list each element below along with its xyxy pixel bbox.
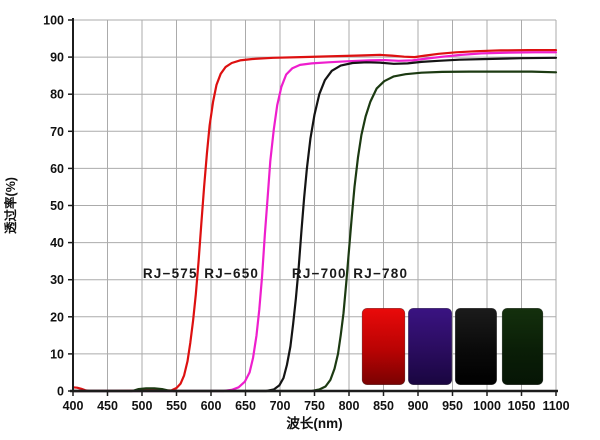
axes — [68, 18, 558, 396]
y-tick-label: 0 — [57, 385, 64, 399]
curve-labels: RJ−575 RJ−650 RJ−700 RJ−780 — [143, 266, 408, 281]
filter-swatch-RJ-575-filter-sample — [361, 307, 406, 385]
gridlines — [73, 19, 557, 391]
x-tick-label: 950 — [442, 399, 463, 413]
curve-label-RJ-575: RJ−575 — [143, 266, 198, 281]
x-tick-label: 600 — [201, 399, 222, 413]
y-tick-label: 10 — [50, 347, 64, 361]
y-tick-label: 50 — [50, 199, 64, 213]
y-axis-title: 透过率(%) — [3, 177, 18, 234]
y-tick-label: 30 — [50, 273, 64, 287]
y-tick-label: 80 — [50, 88, 64, 102]
x-tick-label: 800 — [339, 399, 360, 413]
x-tick-label: 450 — [97, 399, 118, 413]
filter-swatches — [361, 307, 544, 385]
x-tick-label: 900 — [408, 399, 429, 413]
x-tick-label: 1000 — [473, 399, 501, 413]
x-tick-label: 550 — [166, 399, 187, 413]
x-tick-labels: 400 450 500 550 600 650 700 750 800 850 900 950 1000… — [63, 399, 570, 413]
y-tick-label: 100 — [43, 14, 64, 28]
y-tick-label: 40 — [50, 236, 64, 250]
x-tick-label: 700 — [270, 399, 291, 413]
y-tick-label: 60 — [50, 162, 64, 176]
x-tick-label: 500 — [132, 399, 153, 413]
curve-label-RJ-780: RJ−780 — [353, 266, 408, 281]
y-tick-label: 90 — [50, 51, 64, 65]
x-tick-label: 1050 — [508, 399, 536, 413]
x-tick-label: 400 — [63, 399, 84, 413]
x-tick-label: 750 — [304, 399, 325, 413]
y-tick-label: 20 — [50, 310, 64, 324]
curve-RJ-700 — [71, 56, 558, 393]
curve-label-RJ-700: RJ−700 — [292, 266, 347, 281]
x-tick-label: 1100 — [542, 399, 569, 413]
x-tick-label: 850 — [373, 399, 394, 413]
curve-RJ-650 — [71, 51, 558, 393]
filter-swatch-RJ-780-filter-sample — [501, 307, 544, 385]
curve-label-RJ-650: RJ−650 — [204, 266, 259, 281]
x-tick-label: 650 — [235, 399, 256, 413]
y-tick-labels: 0 10 20 30 40 50 60 70 80 90 100 — [43, 14, 64, 399]
filter-swatch-RJ-650-filter-sample — [408, 307, 453, 385]
x-axis-title: 波长(nm) — [286, 415, 342, 431]
filter-swatch-RJ-700-filter-sample — [454, 307, 497, 385]
y-tick-label: 70 — [50, 125, 64, 139]
